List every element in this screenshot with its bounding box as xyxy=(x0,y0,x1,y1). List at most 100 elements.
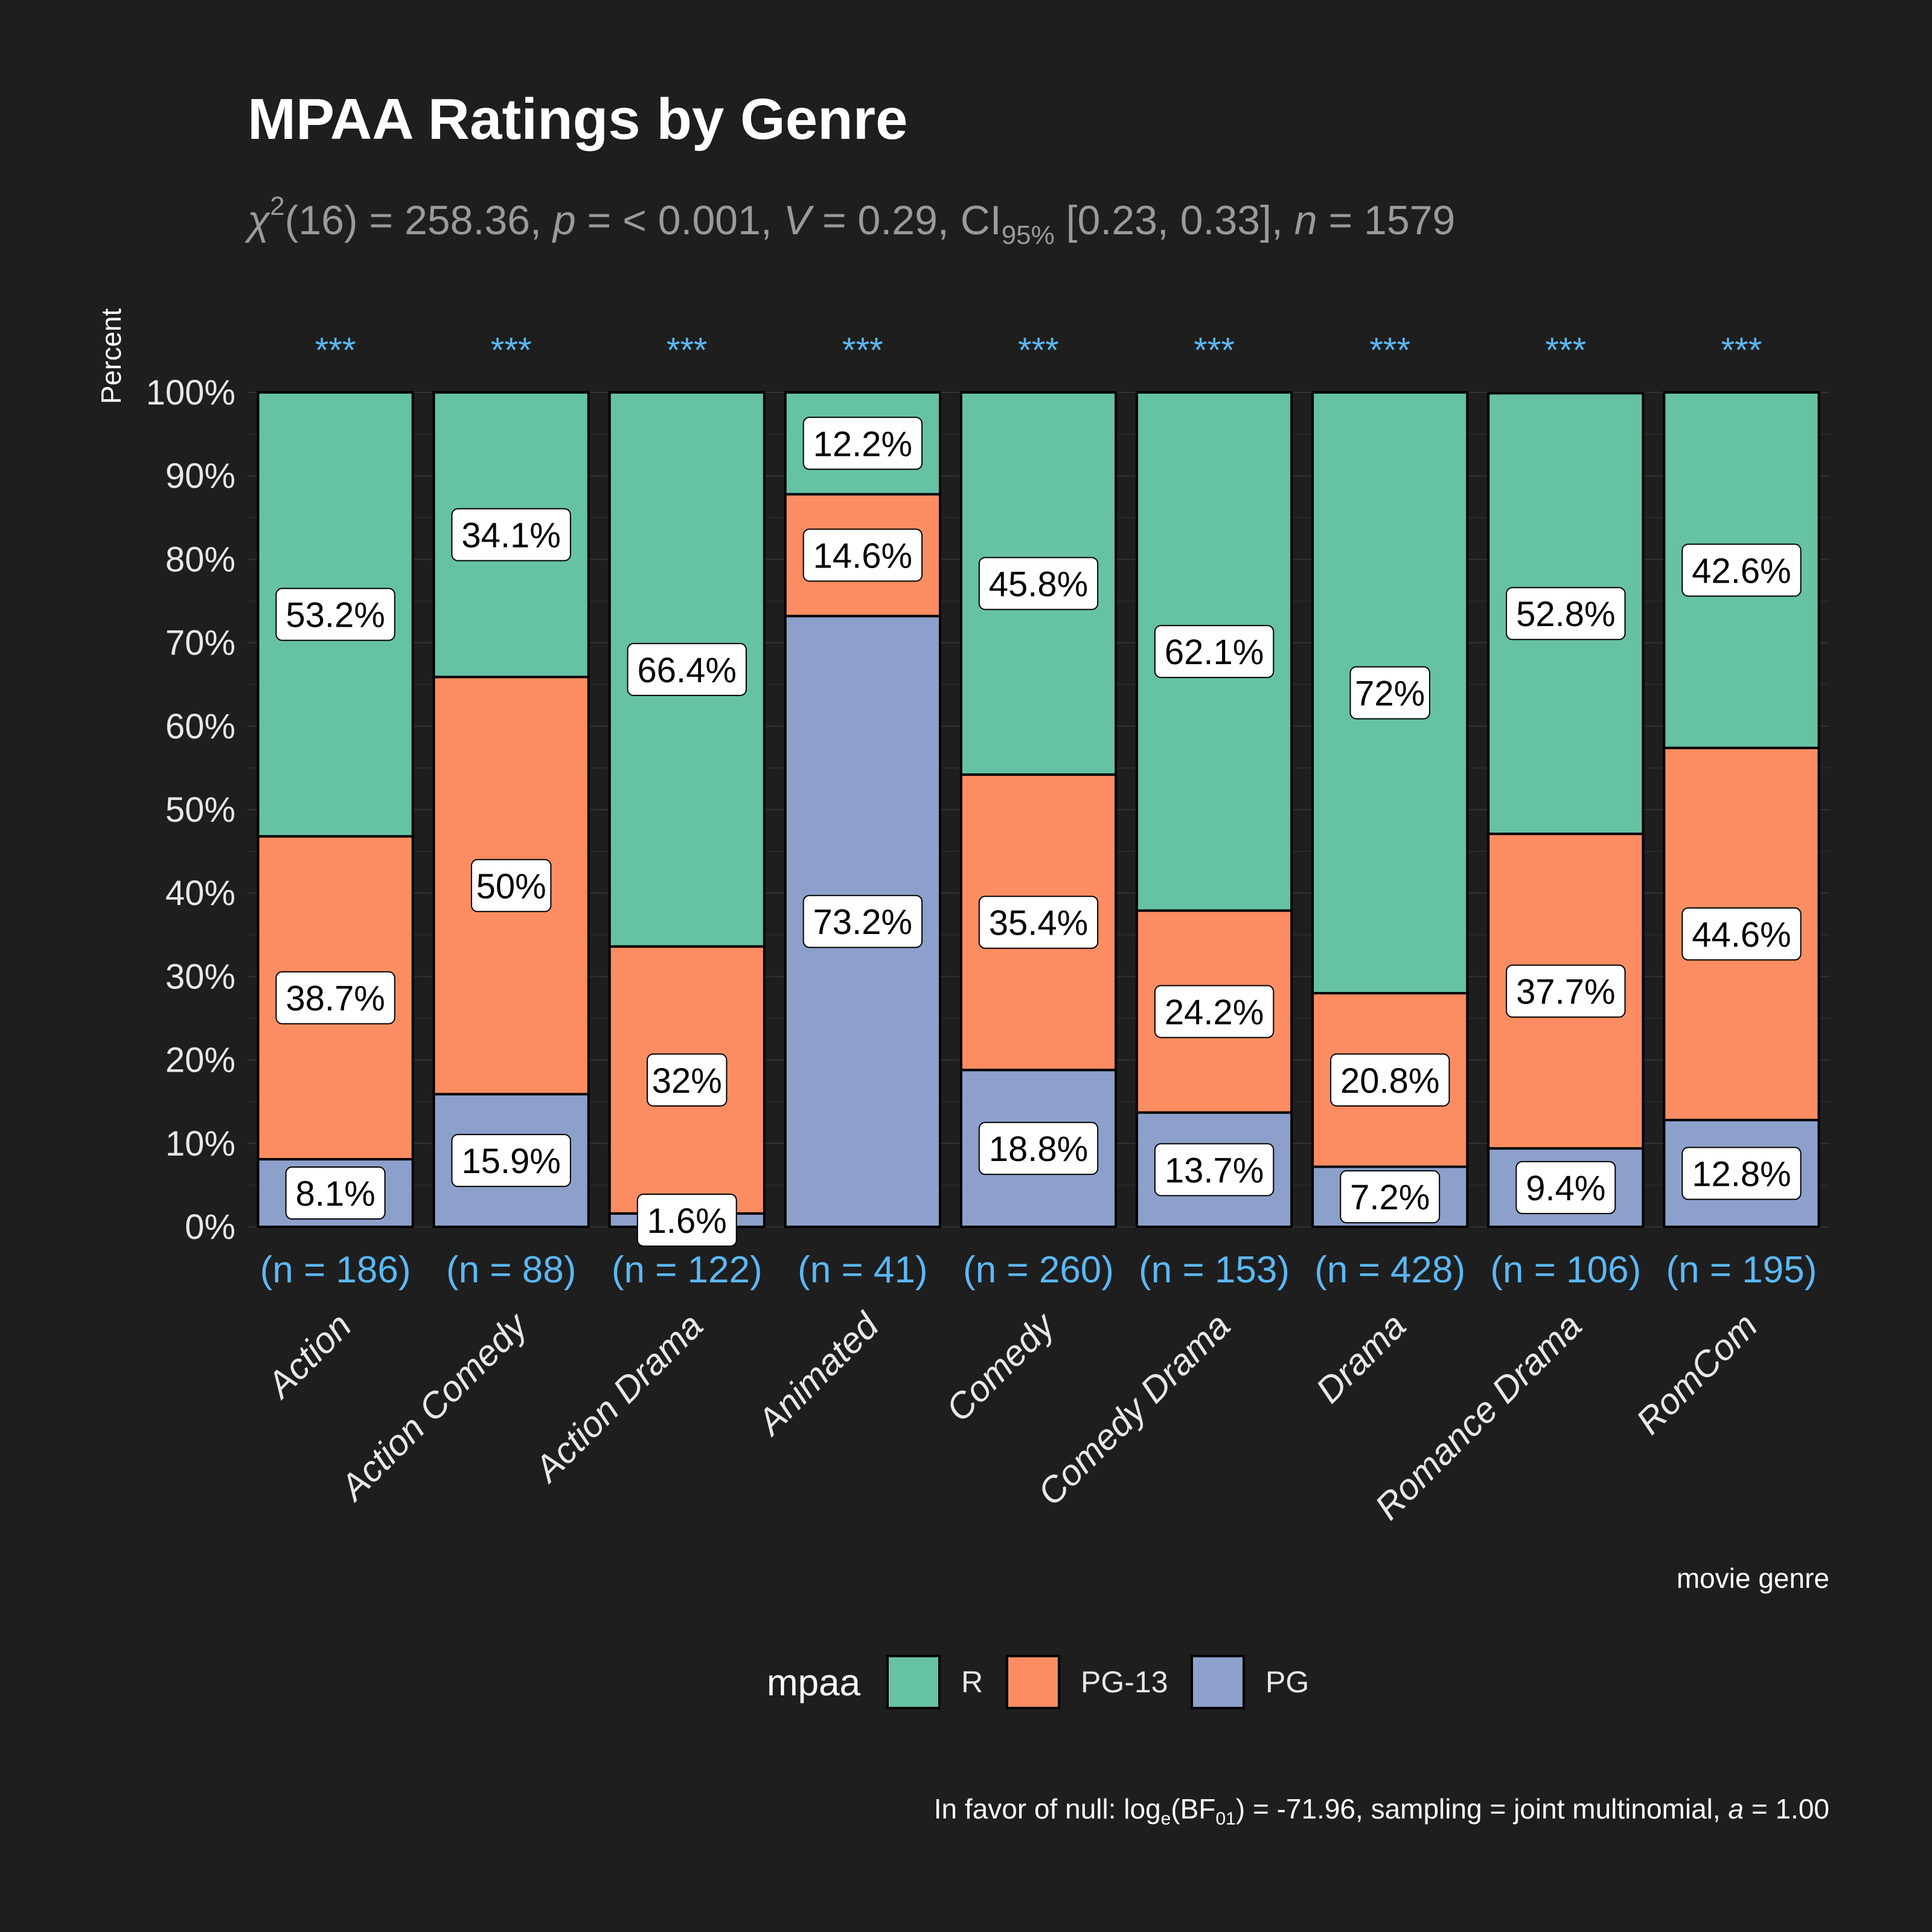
bar-value-label: 24.2% xyxy=(1154,985,1275,1038)
subtitle-n-value: = 1579 xyxy=(1317,197,1456,243)
bar-value-label-box xyxy=(978,1122,1099,1176)
bar-value-label: 53.2% xyxy=(275,587,395,641)
y-tick-label: 60% xyxy=(165,707,235,746)
bar-value-label: 66.4% xyxy=(627,642,747,696)
bar-value-label-text: 37.7% xyxy=(1516,973,1615,1012)
legend: mpaa R PG-13 PG xyxy=(767,1655,1309,1709)
bar-value-label-box xyxy=(978,557,1099,610)
bar-value-label-text: 32% xyxy=(652,1061,722,1101)
caption-bf-subscript: 01 xyxy=(1215,1809,1235,1829)
y-tick-label: 90% xyxy=(165,456,235,496)
legend-key-pg xyxy=(1191,1655,1245,1709)
bar-value-labels: 8.1% 38.7% 53.2% 15.9% 50% 34.1% 1.6% 32% 66.4% 7… xyxy=(275,417,1802,1247)
chart-subtitle: χ2(16) = 258.36, p = < 0.001, V = 0.29, … xyxy=(245,191,1455,250)
bar-value-label: 35.4% xyxy=(978,895,1099,949)
bar-value-label-text: 8.1% xyxy=(295,1174,375,1214)
sample-size-label: (n = 260) xyxy=(963,1249,1114,1291)
caption-log-subscript: e xyxy=(1161,1809,1171,1829)
bar-value-label: 50% xyxy=(470,859,552,912)
bar-value-label-text: 35.4% xyxy=(989,904,1088,943)
legend-label-r: R xyxy=(961,1665,983,1699)
bar-value-label-box xyxy=(1681,1147,1802,1200)
y-tick-label: 40% xyxy=(165,874,235,913)
subtitle-chi-exponent: 2 xyxy=(270,191,284,221)
bar-value-label: 62.1% xyxy=(1154,625,1275,679)
bar-value-label: 8.1% xyxy=(285,1166,386,1220)
legend-key-pg-13 xyxy=(1006,1655,1060,1709)
legend-key-r xyxy=(886,1655,941,1709)
subtitle-chi-value: (16) = 258.36, xyxy=(285,197,553,243)
bar-value-label: 18.8% xyxy=(978,1122,1099,1176)
bar-value-label-box xyxy=(1349,666,1430,720)
subtitle-p-value: = < 0.001, xyxy=(576,197,784,243)
sample-size-label: (n = 195) xyxy=(1666,1249,1817,1291)
bar-value-label: 52.8% xyxy=(1506,587,1626,641)
bar-value-label-box xyxy=(275,971,395,1025)
bar-value-label-text: 45.8% xyxy=(989,565,1088,604)
bar-value-label-box xyxy=(647,1053,728,1107)
bar-value-label-box xyxy=(802,528,923,582)
bar-value-label: 13.7% xyxy=(1154,1143,1275,1197)
bar-value-label-text: 20.8% xyxy=(1340,1061,1439,1101)
y-tick-label: 50% xyxy=(165,790,235,830)
bar-value-label: 72% xyxy=(1349,666,1430,720)
bar-value-label: 73.2% xyxy=(802,895,923,948)
bar-value-label-box xyxy=(451,1134,571,1188)
bar-value-label: 15.9% xyxy=(451,1134,571,1188)
significance-marker: *** xyxy=(1018,331,1059,370)
bar-value-label-text: 1.6% xyxy=(647,1201,727,1241)
subtitle-v-symbol: V xyxy=(784,197,814,243)
bar-value-label-text: 24.2% xyxy=(1165,993,1264,1032)
subtitle-ci-subscript: 95% xyxy=(1002,220,1055,250)
sample-size-label: (n = 106) xyxy=(1490,1249,1641,1291)
legend-label-pg: PG xyxy=(1265,1665,1309,1699)
sample-size-label: (n = 41) xyxy=(798,1249,927,1291)
bar-value-label: 1.6% xyxy=(636,1193,737,1247)
y-tick-label: 80% xyxy=(165,540,235,579)
significance-marker: *** xyxy=(842,331,883,370)
bar-value-label-box xyxy=(1681,907,1802,961)
y-tick-label: 20% xyxy=(165,1041,235,1080)
y-axis-label: Percent xyxy=(95,309,127,405)
bar-value-label-text: 15.9% xyxy=(461,1142,560,1181)
chart-title: MPAA Ratings by Genre xyxy=(248,87,908,152)
bar-value-label: 34.1% xyxy=(451,508,571,561)
bar-value-label-text: 9.4% xyxy=(1526,1169,1605,1208)
subtitle-n-symbol: n xyxy=(1294,197,1317,243)
bar-value-label-box xyxy=(1154,625,1275,679)
subtitle-p-symbol: p xyxy=(552,197,576,243)
bar-value-label-text: 44.6% xyxy=(1692,915,1791,955)
bar-value-label-box xyxy=(636,1193,737,1247)
bar-value-label-text: 13.7% xyxy=(1165,1151,1264,1190)
bar-value-label-box xyxy=(978,895,1099,949)
y-tick-label: 10% xyxy=(165,1124,235,1163)
bar-value-label-box xyxy=(1681,543,1802,597)
bar-value-label-text: 34.1% xyxy=(461,516,560,555)
sample-size-label: (n = 153) xyxy=(1139,1249,1290,1291)
significance-marker: *** xyxy=(1369,331,1410,370)
sample-size-label: (n = 88) xyxy=(446,1249,576,1291)
bar-value-label: 44.6% xyxy=(1681,907,1802,961)
bar-value-label-text: 14.6% xyxy=(813,536,912,575)
sample-size-label: (n = 186) xyxy=(260,1249,411,1291)
bar-value-label-text: 42.6% xyxy=(1692,551,1791,590)
bar-value-label-text: 53.2% xyxy=(286,596,385,635)
bar-value-label: 42.6% xyxy=(1681,543,1802,597)
bar-value-label-box xyxy=(1330,1053,1450,1107)
sample-size-label: (n = 122) xyxy=(612,1249,763,1291)
bar-value-label-text: 7.2% xyxy=(1350,1178,1430,1217)
bar-value-label-text: 52.8% xyxy=(1516,595,1615,634)
bar-value-label-text: 62.1% xyxy=(1165,633,1264,672)
bar-value-label-text: 12.2% xyxy=(813,424,912,464)
subtitle-v-value: = 0.29, CI xyxy=(811,197,1002,243)
bar-value-label: 37.7% xyxy=(1506,964,1626,1018)
bar-value-label: 38.7% xyxy=(275,971,395,1025)
bar-value-label: 20.8% xyxy=(1330,1053,1450,1107)
bar-value-label-text: 73.2% xyxy=(813,903,912,942)
bar-value-label: 7.2% xyxy=(1340,1170,1441,1224)
bar-value-label-box xyxy=(802,895,923,948)
significance-marker: *** xyxy=(1194,331,1235,370)
bar-value-label-box xyxy=(1340,1170,1441,1224)
significance-marker: *** xyxy=(667,331,708,370)
